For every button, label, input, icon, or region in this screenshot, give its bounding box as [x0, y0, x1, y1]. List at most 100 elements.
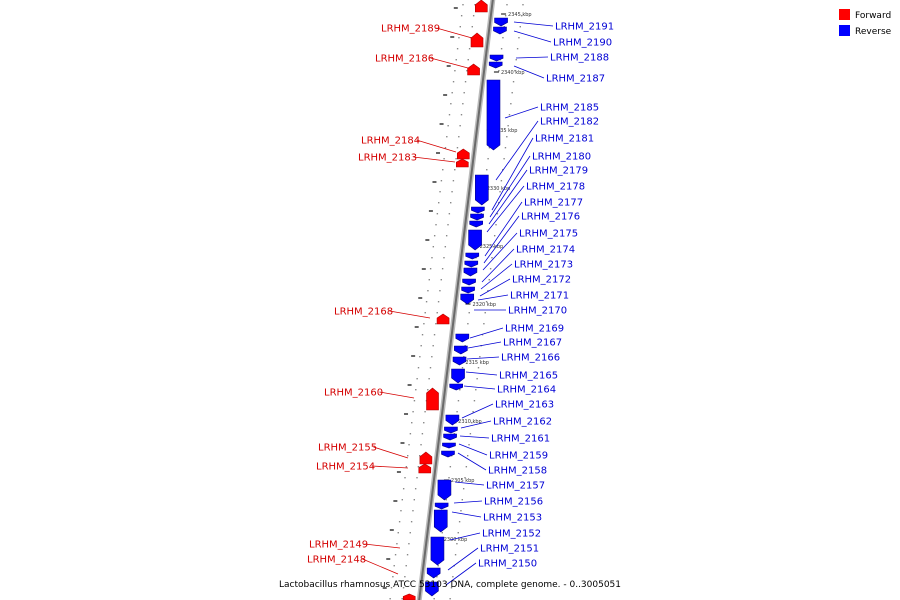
guide-dot: [462, 488, 465, 490]
reverse-gene[interactable]: [462, 278, 476, 286]
guide-dot: [412, 510, 414, 512]
reverse-leader-line: [467, 341, 502, 349]
reverse-gene[interactable]: [464, 260, 479, 268]
gene-labels[interactable]: LRHM_2189 LRHM_2186 LRHM_2184 LRHM_2183 LRHM…: [307, 22, 614, 570]
reverse-gene[interactable]: [460, 293, 475, 305]
reverse-gene[interactable]: [437, 479, 452, 501]
scale-tick-label: 2300 kbp: [444, 537, 468, 543]
reverse-gene-label[interactable]: LRHM_2159: [489, 451, 548, 462]
reverse-gene-label[interactable]: LRHM_2172: [512, 275, 571, 286]
forward-gene[interactable]: [475, 0, 488, 13]
reverse-gene[interactable]: [449, 383, 464, 391]
reverse-gene-label[interactable]: LRHM_2156: [484, 497, 543, 508]
reverse-gene-label[interactable]: LRHM_2165: [499, 371, 558, 382]
reverse-gene[interactable]: [494, 17, 508, 27]
reverse-gene[interactable]: [468, 229, 482, 251]
reverse-gene-label[interactable]: LRHM_2169: [505, 324, 564, 335]
reverse-gene-label[interactable]: LRHM_2161: [491, 434, 550, 445]
forward-gene[interactable]: [426, 387, 439, 411]
forward-gene-label[interactable]: LRHM_2155: [318, 443, 377, 454]
reverse-gene[interactable]: [430, 536, 445, 566]
reverse-gene[interactable]: [445, 414, 460, 426]
reverse-gene[interactable]: [452, 356, 467, 366]
guide-dot: [514, 70, 516, 72]
reverse-gene[interactable]: [426, 567, 441, 579]
forward-gene[interactable]: [419, 451, 433, 465]
reverse-gene-label[interactable]: LRHM_2164: [497, 385, 556, 396]
reverse-gene[interactable]: [455, 333, 470, 343]
reverse-gene[interactable]: [469, 220, 483, 228]
reverse-gene[interactable]: [493, 26, 507, 35]
reverse-gene-label[interactable]: LRHM_2180: [532, 152, 591, 163]
reverse-gene-label[interactable]: LRHM_2185: [540, 103, 599, 114]
forward-gene-label[interactable]: LRHM_2184: [361, 136, 420, 147]
reverse-gene[interactable]: [465, 252, 480, 260]
reverse-gene-label[interactable]: LRHM_2188: [550, 53, 609, 64]
reverse-gene-label[interactable]: LRHM_2153: [483, 513, 542, 524]
reverse-gene-label[interactable]: LRHM_2190: [553, 38, 612, 49]
reverse-leader-line: [460, 420, 492, 429]
guide-dot: [444, 147, 447, 149]
reverse-gene-label[interactable]: LRHM_2173: [514, 260, 573, 271]
reverse-gene-label[interactable]: LRHM_2171: [510, 291, 569, 302]
reverse-gene[interactable]: [425, 581, 439, 597]
reverse-gene-label[interactable]: LRHM_2179: [529, 166, 588, 177]
reverse-gene[interactable]: [434, 502, 449, 510]
forward-gene[interactable]: [467, 63, 480, 76]
reverse-leader-line: [447, 547, 479, 571]
forward-gene[interactable]: [470, 32, 484, 48]
reverse-gene-label[interactable]: LRHM_2187: [546, 74, 605, 85]
reverse-gene[interactable]: [475, 174, 489, 206]
reverse-gene-label[interactable]: LRHM_2181: [535, 134, 594, 145]
reverse-gene[interactable]: [489, 54, 504, 62]
reverse-gene-label[interactable]: LRHM_2174: [516, 245, 575, 256]
reverse-gene-label[interactable]: LRHM_2175: [519, 229, 578, 240]
reverse-gene[interactable]: [442, 442, 456, 449]
reverse-gene-label[interactable]: LRHM_2167: [503, 338, 562, 349]
reverse-gene[interactable]: [441, 450, 455, 458]
reverse-gene[interactable]: [471, 206, 485, 214]
reverse-gene-label[interactable]: LRHM_2178: [526, 182, 585, 193]
reverse-gene-label[interactable]: LRHM_2162: [493, 417, 552, 428]
forward-gene[interactable]: [418, 463, 432, 474]
forward-gene-label[interactable]: LRHM_2168: [334, 307, 393, 318]
forward-gene[interactable]: [456, 158, 469, 168]
forward-gene-label[interactable]: LRHM_2148: [307, 555, 366, 566]
reverse-gene[interactable]: [461, 286, 475, 294]
forward-gene-label[interactable]: LRHM_2189: [381, 24, 440, 35]
reverse-gene[interactable]: [470, 213, 484, 221]
guide-dot: [461, 499, 464, 501]
reverse-gene[interactable]: [433, 509, 448, 533]
reverse-gene-label[interactable]: LRHM_2166: [501, 353, 560, 364]
reverse-gene[interactable]: [444, 426, 458, 434]
reverse-gene-label[interactable]: LRHM_2177: [524, 198, 583, 209]
guide-dot: [471, 422, 473, 424]
reverse-gene-label[interactable]: LRHM_2182: [540, 117, 599, 128]
forward-gene[interactable]: [402, 593, 416, 600]
reverse-gene[interactable]: [451, 368, 465, 384]
forward-gene-label[interactable]: LRHM_2183: [358, 153, 417, 164]
reverse-gene[interactable]: [443, 433, 457, 441]
reverse-gene-label[interactable]: LRHM_2150: [478, 559, 537, 570]
guide-dot: [419, 455, 421, 457]
forward-gene-label[interactable]: LRHM_2149: [309, 540, 368, 551]
reverse-gene-label[interactable]: LRHM_2176: [521, 212, 580, 223]
reverse-gene-label[interactable]: LRHM_2191: [555, 22, 614, 33]
reverse-gene[interactable]: [486, 79, 501, 151]
reverse-gene[interactable]: [463, 267, 478, 277]
reverse-gene-label[interactable]: LRHM_2170: [508, 306, 567, 317]
forward-gene-label[interactable]: LRHM_2154: [316, 462, 375, 473]
reverse-gene-label[interactable]: LRHM_2158: [488, 466, 547, 477]
guide-dot: [417, 367, 420, 369]
forward-gene[interactable]: [456, 148, 470, 160]
reverse-gene-label[interactable]: LRHM_2152: [482, 529, 541, 540]
forward-gene-label[interactable]: LRHM_2160: [324, 388, 383, 399]
reverse-gene[interactable]: [488, 61, 503, 69]
reverse-gene[interactable]: [454, 345, 468, 355]
forward-gene-label[interactable]: LRHM_2186: [375, 54, 434, 65]
reverse-gene-label[interactable]: LRHM_2163: [495, 400, 554, 411]
guide-dot: [449, 598, 451, 600]
reverse-gene-label[interactable]: LRHM_2157: [486, 481, 545, 492]
forward-gene[interactable]: [436, 313, 450, 325]
reverse-gene-label[interactable]: LRHM_2151: [480, 544, 539, 555]
